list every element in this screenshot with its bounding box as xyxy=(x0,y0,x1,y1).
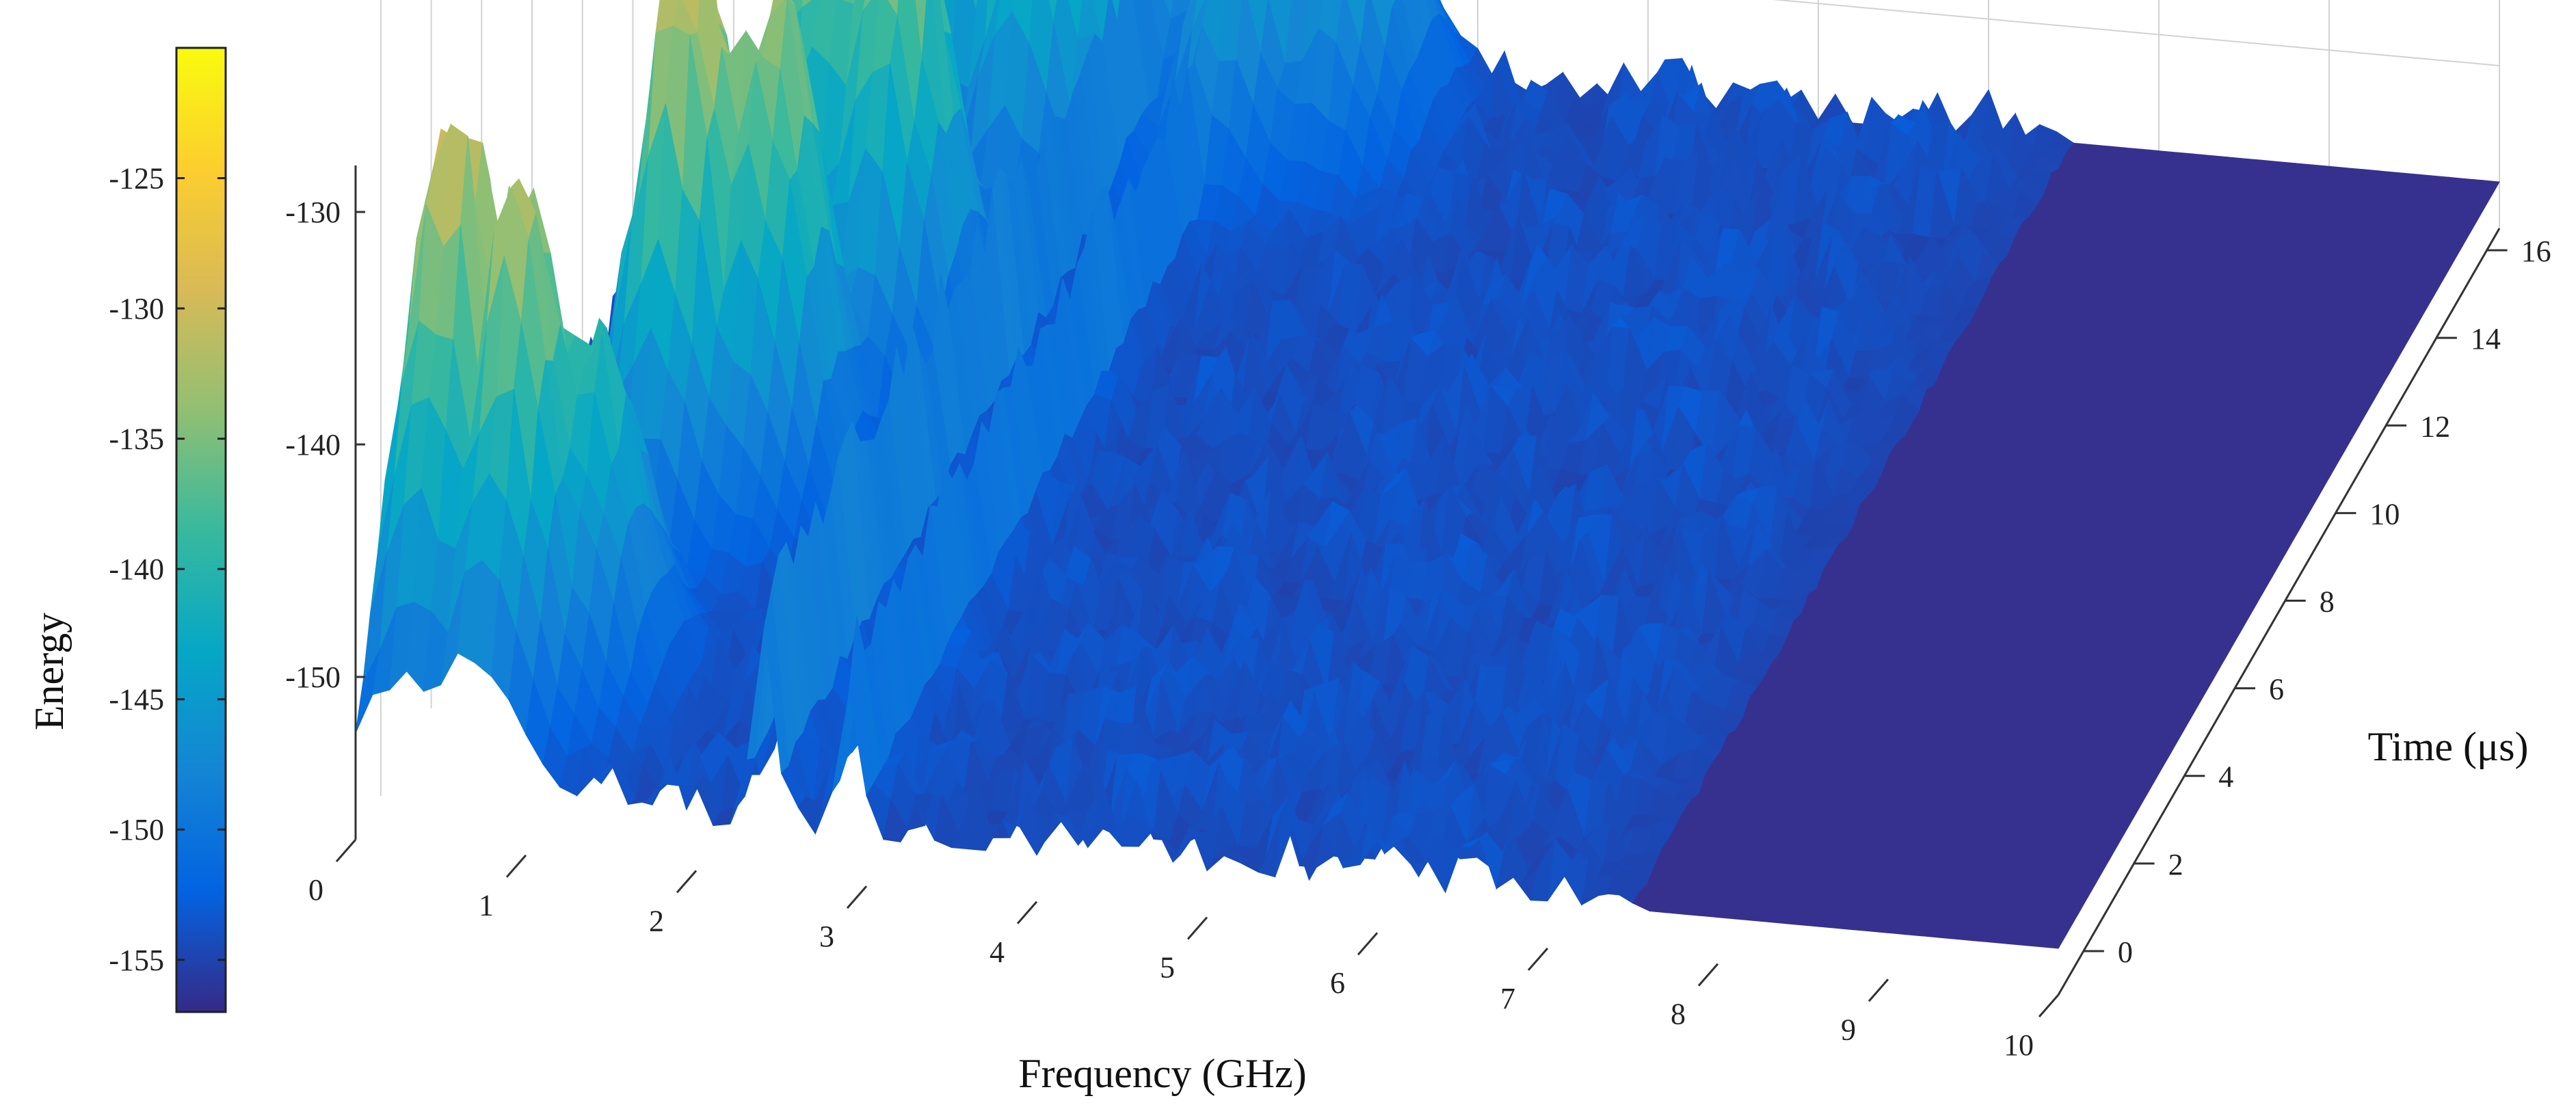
surface-patch xyxy=(1048,0,1058,24)
surface-plot xyxy=(355,0,2500,949)
surface-patch xyxy=(1113,0,1121,21)
grid-line xyxy=(1771,0,2500,66)
